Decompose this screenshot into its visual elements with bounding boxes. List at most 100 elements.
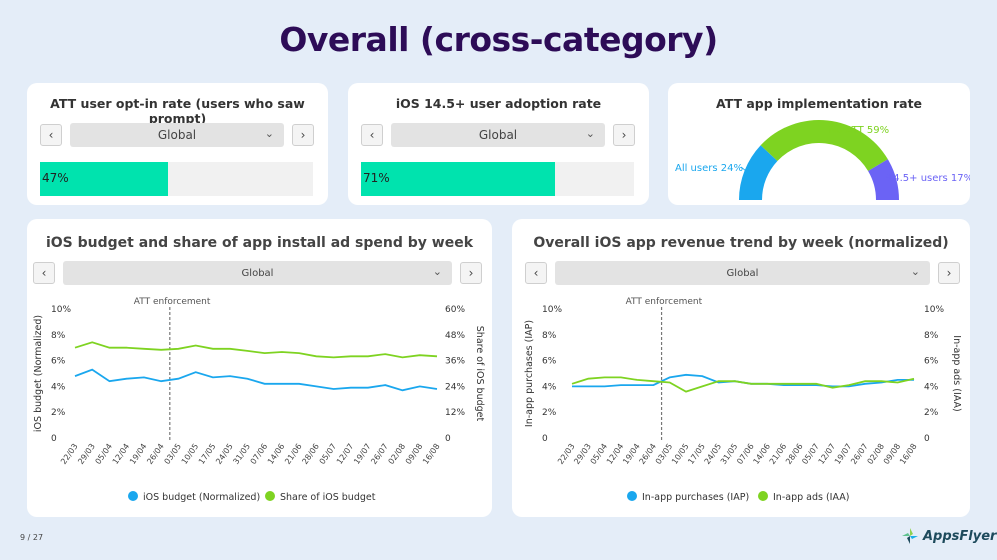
y2-tick-label: 12%: [445, 408, 465, 418]
chevron-right-icon: ›: [468, 266, 474, 280]
donut-slice-1: [760, 120, 888, 171]
y-tick-label: 2%: [542, 408, 557, 418]
legend-label-1: In-app ads (IAA): [773, 492, 849, 503]
adoption-rate-card: iOS 14.5+ user adoption rate ‹ Global ⌄ …: [348, 83, 649, 205]
optin-bar-track: 47%: [40, 162, 313, 196]
y2-axis-label: Share of iOS budget: [474, 326, 485, 422]
y-axis-label: In-app purchases (IAP): [524, 320, 535, 427]
att-implementation-chart: All users 24% No ATT 59% 14.5+ users 17%: [675, 120, 970, 200]
y-axis-label: iOS budget (Normalized): [33, 315, 44, 432]
y-tick-label: 8%: [542, 331, 557, 341]
optin-bar-fill: [40, 162, 169, 196]
optin-region-selector: ‹ Global ⌄ ›: [40, 123, 314, 147]
optin-next-button[interactable]: ›: [292, 124, 314, 146]
y-tick-label: 10%: [51, 305, 71, 315]
chevron-down-icon: ⌄: [585, 127, 595, 140]
chevron-right-icon: ›: [946, 266, 952, 280]
budget-region-value: Global: [241, 267, 274, 279]
series-line-0: [74, 368, 438, 392]
appsflyer-logo-text: AppsFlyer: [923, 528, 997, 544]
att-enforcement-label: ATT enforcement: [134, 297, 211, 307]
adoption-prev-button[interactable]: ‹: [361, 124, 383, 146]
x-tick-label: 12/04: [111, 442, 132, 466]
donut-leader-0: [740, 166, 747, 172]
donut-leader-2: [885, 176, 895, 180]
chevron-left-icon: ‹: [41, 266, 47, 280]
x-tick-label: 24/05: [214, 442, 235, 466]
legend-marker-1: [265, 491, 275, 501]
revenue-next-button[interactable]: ›: [938, 262, 960, 284]
x-tick-label: 16/08: [898, 442, 919, 466]
x-tick-label: 28/06: [300, 442, 321, 466]
x-tick-label: 02/08: [387, 442, 408, 466]
legend-label-1: Share of iOS budget: [280, 492, 376, 503]
chevron-down-icon: ⌄: [910, 265, 920, 278]
donut-leader-1: [827, 122, 846, 130]
ios-budget-card: iOS budget and share of app install ad s…: [27, 219, 492, 517]
legend-marker-0: [627, 491, 637, 501]
y2-tick-label: 60%: [445, 305, 465, 315]
x-tick-label: 21/06: [283, 442, 304, 466]
revenue-prev-button[interactable]: ‹: [525, 262, 547, 284]
appsflyer-logo-icon: [902, 528, 918, 544]
optin-region-dropdown[interactable]: Global ⌄: [70, 123, 284, 147]
y-tick-label: 2%: [51, 408, 66, 418]
y-tick-label: 6%: [51, 357, 66, 367]
ios-budget-title: iOS budget and share of app install ad s…: [45, 235, 474, 251]
adoption-region-value: Global: [478, 128, 518, 142]
budget-region-selector: ‹ Global ⌄ ›: [33, 261, 483, 285]
x-tick-label: 19/04: [128, 442, 149, 466]
chevron-down-icon: ⌄: [432, 265, 442, 278]
chevron-down-icon: ⌄: [264, 127, 274, 140]
adoption-bar-fill: [361, 162, 555, 196]
adoption-region-dropdown[interactable]: Global ⌄: [391, 123, 605, 147]
donut-label-0: All users 24%: [675, 163, 743, 174]
y2-tick-label: 0: [445, 434, 451, 444]
y2-tick-label: 4%: [924, 382, 939, 392]
x-tick-label: 12/07: [335, 442, 356, 466]
optin-rate-card: ATT user opt-in rate (users who saw prom…: [27, 83, 328, 205]
y2-axis-label: In-app ads (IAA): [951, 335, 962, 411]
revenue-region-dropdown[interactable]: Global ⌄: [555, 261, 930, 285]
y-tick-label: 0: [51, 434, 57, 444]
att-implementation-card: ATT app implementation rate All users 24…: [668, 83, 970, 205]
y2-tick-label: 36%: [445, 357, 465, 367]
series-line-0: [572, 373, 914, 388]
optin-rate-title: ATT user opt-in rate (users who saw prom…: [50, 96, 305, 126]
donut-label-2: 14.5+ users 17%: [887, 173, 970, 184]
y-tick-label: 6%: [542, 357, 557, 367]
optin-prev-button[interactable]: ‹: [40, 124, 62, 146]
y-tick-label: 8%: [51, 331, 66, 341]
x-tick-label: 05/04: [94, 442, 115, 466]
y2-tick-label: 0: [924, 434, 930, 444]
adoption-region-selector: ‹ Global ⌄ ›: [361, 123, 635, 147]
budget-next-button[interactable]: ›: [460, 262, 482, 284]
x-tick-label: 19/07: [352, 442, 373, 466]
legend-label-0: In-app purchases (IAP): [642, 492, 749, 503]
chevron-left-icon: ‹: [533, 266, 539, 280]
donut-slice-2: [868, 159, 899, 200]
x-tick-label: 07/06: [249, 442, 270, 466]
budget-prev-button[interactable]: ‹: [33, 262, 55, 284]
y2-tick-label: 10%: [924, 305, 944, 315]
revenue-region-value: Global: [726, 267, 759, 279]
y-tick-label: 10%: [542, 305, 562, 315]
revenue-trend-title: Overall iOS app revenue trend by week (n…: [533, 235, 949, 251]
revenue-trend-card: Overall iOS app revenue trend by week (n…: [512, 219, 970, 517]
legend-marker-0: [128, 491, 138, 501]
y2-tick-label: 2%: [924, 408, 939, 418]
y2-tick-label: 6%: [924, 357, 939, 367]
legend-label-0: iOS budget (Normalized): [143, 492, 260, 503]
y2-tick-label: 48%: [445, 331, 465, 341]
x-tick-label: 14/06: [266, 442, 287, 466]
x-tick-label: 09/08: [404, 442, 425, 466]
adoption-bar-track: 71%: [361, 162, 634, 196]
donut-slice-0: [739, 145, 778, 200]
adoption-rate-value: 71%: [363, 171, 390, 185]
budget-region-dropdown[interactable]: Global ⌄: [63, 261, 452, 285]
chevron-right-icon: ›: [300, 128, 306, 142]
revenue-trend-chart: 0 2% 4% 6% 8% 10% 0 2% 4% 6% 8% 10% In-app purchases…: [524, 297, 962, 503]
chevron-left-icon: ‹: [48, 128, 54, 142]
adoption-next-button[interactable]: ›: [613, 124, 635, 146]
y-tick-label: 4%: [542, 382, 557, 392]
